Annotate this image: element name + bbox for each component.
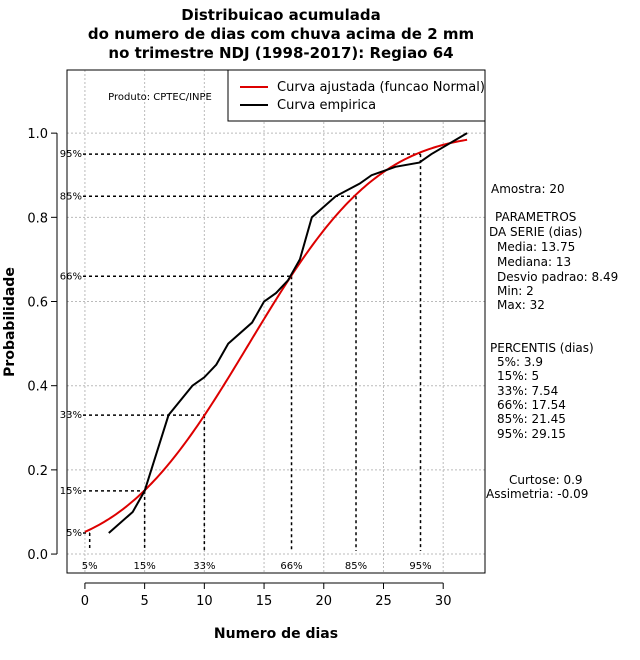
x-tick-label: 25 bbox=[375, 594, 392, 609]
grid-lines bbox=[67, 70, 485, 573]
legend: Curva ajustada (funcao Normal) Curva emp… bbox=[227, 69, 486, 122]
x-tick-label: 15 bbox=[256, 594, 273, 609]
empirical-curve bbox=[108, 132, 468, 534]
stat-max: Max: 32 bbox=[497, 298, 545, 312]
y-axis-title: Probabilidade bbox=[2, 267, 18, 377]
kurtosis: Curtose: 0.9 bbox=[509, 473, 583, 487]
y-tick-label: 0.2 bbox=[27, 464, 48, 479]
legend-box bbox=[227, 69, 486, 122]
percentile-label-left: 33% bbox=[60, 410, 82, 421]
chart-title-line-1: Distribuicao acumulada bbox=[181, 6, 380, 24]
axes: 0 5 10 15 20 25 30 0.0 0.2 0.4 0.6 0.8 1.0 bbox=[27, 127, 451, 609]
series-lines bbox=[84, 132, 468, 534]
percentil-95: 95%: 29.15 bbox=[497, 427, 566, 441]
percentil-33: 33%: 7.54 bbox=[497, 384, 558, 398]
chart-title-line-2: do numero de dias com chuva acima de 2 m… bbox=[88, 25, 474, 43]
percentil-15: 15%: 5 bbox=[497, 369, 539, 383]
percentile-label-left: 5% bbox=[66, 528, 82, 539]
percentile-label-left: 85% bbox=[60, 191, 82, 202]
x-tick-label: 20 bbox=[315, 594, 332, 609]
stat-mean: Media: 13.75 bbox=[497, 240, 575, 254]
percentile-label-left: 66% bbox=[60, 271, 82, 282]
legend-label-empirical: Curva empirica bbox=[277, 98, 376, 113]
percentile-guides: 5% 5% 15% 15% 33% 33% 66% 66% 85% 85% 95% 95% bbox=[60, 149, 432, 572]
stat-stdev: Desvio padrao: 8.49 bbox=[497, 270, 618, 284]
x-tick-label: 0 bbox=[81, 594, 89, 609]
producer-note: Produto: CPTEC/INPE bbox=[108, 92, 212, 103]
y-tick-label: 0.6 bbox=[27, 296, 48, 311]
plot-frame bbox=[66, 69, 486, 574]
chart-title-line-3: no trimestre NDJ (1998-2017): Regiao 64 bbox=[108, 44, 453, 62]
x-tick-label: 10 bbox=[196, 594, 213, 609]
x-tick-label: 5 bbox=[140, 594, 148, 609]
percentile-label-bottom: 66% bbox=[280, 561, 302, 572]
percentis-title: PERCENTIS (dias) bbox=[490, 341, 594, 355]
percentile-label-bottom: 15% bbox=[134, 561, 156, 572]
percentil-66: 66%: 17.54 bbox=[497, 398, 566, 412]
percentil-5: 5%: 3.9 bbox=[497, 355, 543, 369]
x-axis-title: Numero de dias bbox=[214, 626, 338, 642]
percentil-85: 85%: 21.45 bbox=[497, 412, 566, 426]
params-title-1: PARAMETROS bbox=[495, 210, 576, 224]
percentile-label-bottom: 85% bbox=[345, 561, 367, 572]
sample-size: Amostra: 20 bbox=[491, 182, 565, 196]
y-tick-label: 0.8 bbox=[27, 211, 48, 226]
stats-panel: Amostra: 20 PARAMETROS DA SERIE (dias) M… bbox=[486, 182, 618, 501]
y-tick-label: 0.4 bbox=[27, 380, 48, 395]
percentile-label-left: 95% bbox=[60, 149, 82, 160]
params-title-2: DA SERIE (dias) bbox=[489, 225, 582, 239]
skewness: Assimetria: -0.09 bbox=[486, 487, 588, 501]
percentile-label-bottom: 95% bbox=[409, 561, 431, 572]
y-tick-label: 1.0 bbox=[27, 127, 48, 142]
legend-label-fitted: Curva ajustada (funcao Normal) bbox=[277, 80, 485, 95]
stat-median: Mediana: 13 bbox=[497, 255, 571, 269]
percentile-label-left: 15% bbox=[60, 486, 82, 497]
y-tick-label: 0.0 bbox=[27, 548, 48, 563]
stat-min: Min: 2 bbox=[497, 284, 534, 298]
percentile-label-bottom: 33% bbox=[193, 561, 215, 572]
percentile-label-bottom: 5% bbox=[82, 561, 98, 572]
fitted-normal-curve bbox=[84, 138, 468, 533]
x-tick-label: 30 bbox=[435, 594, 452, 609]
